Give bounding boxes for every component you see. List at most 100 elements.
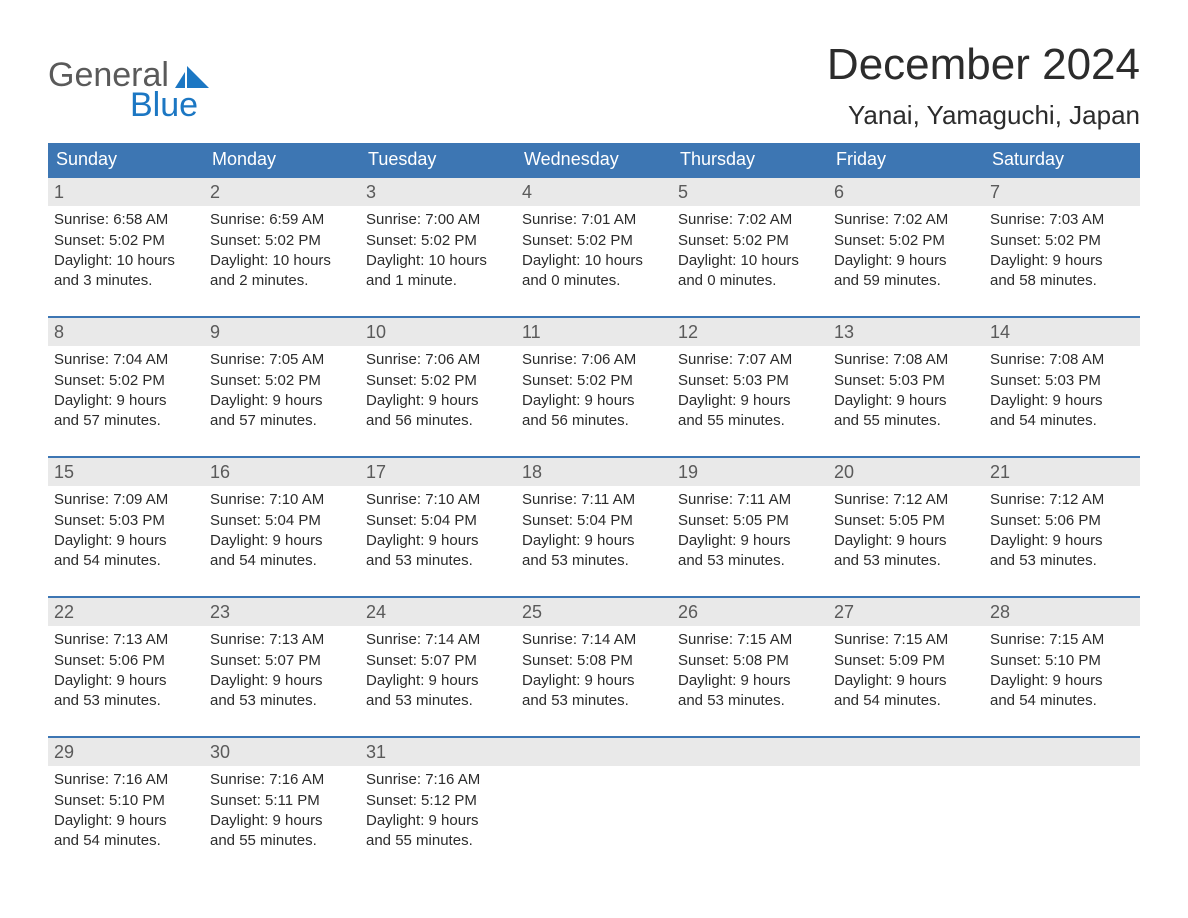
day-dl2: and 53 minutes. — [366, 551, 510, 571]
day-info: Sunrise: 7:08 AMSunset: 5:03 PMDaylight:… — [828, 346, 984, 431]
day-number: 6 — [828, 178, 984, 206]
day-info: Sunrise: 7:02 AMSunset: 5:02 PMDaylight:… — [672, 206, 828, 291]
day-info: Sunrise: 7:07 AMSunset: 5:03 PMDaylight:… — [672, 346, 828, 431]
day-cell — [672, 738, 828, 858]
day-number: 9 — [204, 318, 360, 346]
day-dl2: and 53 minutes. — [678, 691, 822, 711]
logo: General Blue — [48, 40, 209, 122]
day-dl2: and 58 minutes. — [990, 271, 1134, 291]
day-number: 12 — [672, 318, 828, 346]
day-sr: Sunrise: 7:15 AM — [834, 630, 978, 650]
day-ss: Sunset: 5:02 PM — [522, 231, 666, 251]
day-info: Sunrise: 7:16 AMSunset: 5:10 PMDaylight:… — [48, 766, 204, 851]
day-number: 26 — [672, 598, 828, 626]
weekday-header: Wednesday — [516, 143, 672, 176]
day-info: Sunrise: 7:11 AMSunset: 5:04 PMDaylight:… — [516, 486, 672, 571]
week-row: 22Sunrise: 7:13 AMSunset: 5:06 PMDayligh… — [48, 596, 1140, 718]
day-cell: 31Sunrise: 7:16 AMSunset: 5:12 PMDayligh… — [360, 738, 516, 858]
day-sr: Sunrise: 7:02 AM — [834, 210, 978, 230]
day-info: Sunrise: 7:11 AMSunset: 5:05 PMDaylight:… — [672, 486, 828, 571]
day-cell: 24Sunrise: 7:14 AMSunset: 5:07 PMDayligh… — [360, 598, 516, 718]
day-info: Sunrise: 7:14 AMSunset: 5:08 PMDaylight:… — [516, 626, 672, 711]
day-dl1: Daylight: 9 hours — [834, 671, 978, 691]
day-number: 23 — [204, 598, 360, 626]
day-dl1: Daylight: 10 hours — [522, 251, 666, 271]
day-dl1: Daylight: 9 hours — [366, 811, 510, 831]
day-sr: Sunrise: 7:16 AM — [210, 770, 354, 790]
day-ss: Sunset: 5:04 PM — [210, 511, 354, 531]
day-sr: Sunrise: 6:59 AM — [210, 210, 354, 230]
day-ss: Sunset: 5:08 PM — [522, 651, 666, 671]
page-title: December 2024 — [827, 40, 1140, 90]
day-dl2: and 54 minutes. — [54, 551, 198, 571]
day-number: 25 — [516, 598, 672, 626]
day-number: 5 — [672, 178, 828, 206]
day-cell: 15Sunrise: 7:09 AMSunset: 5:03 PMDayligh… — [48, 458, 204, 578]
weekday-header: Monday — [204, 143, 360, 176]
day-ss: Sunset: 5:11 PM — [210, 791, 354, 811]
week-row: 8Sunrise: 7:04 AMSunset: 5:02 PMDaylight… — [48, 316, 1140, 438]
day-dl1: Daylight: 9 hours — [366, 531, 510, 551]
day-dl1: Daylight: 9 hours — [210, 391, 354, 411]
day-sr: Sunrise: 7:08 AM — [834, 350, 978, 370]
day-ss: Sunset: 5:02 PM — [834, 231, 978, 251]
day-ss: Sunset: 5:09 PM — [834, 651, 978, 671]
day-info: Sunrise: 7:00 AMSunset: 5:02 PMDaylight:… — [360, 206, 516, 291]
day-info: Sunrise: 7:05 AMSunset: 5:02 PMDaylight:… — [204, 346, 360, 431]
day-cell: 6 Sunrise: 7:02 AMSunset: 5:02 PMDaylight… — [828, 178, 984, 298]
day-sr: Sunrise: 7:12 AM — [990, 490, 1134, 510]
day-dl1: Daylight: 9 hours — [834, 391, 978, 411]
day-cell: 19Sunrise: 7:11 AMSunset: 5:05 PMDayligh… — [672, 458, 828, 578]
day-info: Sunrise: 7:10 AMSunset: 5:04 PMDaylight:… — [204, 486, 360, 571]
day-number: 19 — [672, 458, 828, 486]
day-dl2: and 53 minutes. — [834, 551, 978, 571]
day-ss: Sunset: 5:12 PM — [366, 791, 510, 811]
day-dl1: Daylight: 9 hours — [678, 531, 822, 551]
day-number: 13 — [828, 318, 984, 346]
day-cell: 17Sunrise: 7:10 AMSunset: 5:04 PMDayligh… — [360, 458, 516, 578]
day-cell: 20Sunrise: 7:12 AMSunset: 5:05 PMDayligh… — [828, 458, 984, 578]
day-number: 3 — [360, 178, 516, 206]
day-dl2: and 3 minutes. — [54, 271, 198, 291]
day-dl1: Daylight: 10 hours — [678, 251, 822, 271]
day-info: Sunrise: 7:15 AMSunset: 5:08 PMDaylight:… — [672, 626, 828, 711]
day-ss: Sunset: 5:04 PM — [366, 511, 510, 531]
day-number: 7 — [984, 178, 1140, 206]
day-info: Sunrise: 7:12 AMSunset: 5:05 PMDaylight:… — [828, 486, 984, 571]
day-info: Sunrise: 7:10 AMSunset: 5:04 PMDaylight:… — [360, 486, 516, 571]
day-cell: 25Sunrise: 7:14 AMSunset: 5:08 PMDayligh… — [516, 598, 672, 718]
day-dl2: and 54 minutes. — [834, 691, 978, 711]
day-cell: 5Sunrise: 7:02 AMSunset: 5:02 PMDaylight… — [672, 178, 828, 298]
day-cell: 26Sunrise: 7:15 AMSunset: 5:08 PMDayligh… — [672, 598, 828, 718]
day-ss: Sunset: 5:02 PM — [54, 231, 198, 251]
day-dl1: Daylight: 9 hours — [54, 531, 198, 551]
day-dl2: and 55 minutes. — [366, 831, 510, 851]
day-number — [672, 738, 828, 766]
day-dl2: and 57 minutes. — [210, 411, 354, 431]
day-ss: Sunset: 5:10 PM — [990, 651, 1134, 671]
day-info: Sunrise: 7:09 AMSunset: 5:03 PMDaylight:… — [48, 486, 204, 571]
day-number: 8 — [48, 318, 204, 346]
day-ss: Sunset: 5:07 PM — [210, 651, 354, 671]
day-dl2: and 2 minutes. — [210, 271, 354, 291]
day-dl2: and 0 minutes. — [678, 271, 822, 291]
day-sr: Sunrise: 7:08 AM — [990, 350, 1134, 370]
day-sr: Sunrise: 7:12 AM — [834, 490, 978, 510]
calendar: Sunday Monday Tuesday Wednesday Thursday… — [48, 143, 1140, 858]
header: General Blue December 2024 Yanai, Yamagu… — [48, 40, 1140, 131]
day-ss: Sunset: 5:05 PM — [834, 511, 978, 531]
day-cell: 3Sunrise: 7:00 AMSunset: 5:02 PMDaylight… — [360, 178, 516, 298]
day-cell: 9Sunrise: 7:05 AMSunset: 5:02 PMDaylight… — [204, 318, 360, 438]
week-row: 15Sunrise: 7:09 AMSunset: 5:03 PMDayligh… — [48, 456, 1140, 578]
day-sr: Sunrise: 7:09 AM — [54, 490, 198, 510]
day-dl1: Daylight: 9 hours — [834, 251, 978, 271]
day-sr: Sunrise: 7:13 AM — [54, 630, 198, 650]
day-dl2: and 53 minutes. — [54, 691, 198, 711]
day-dl1: Daylight: 9 hours — [54, 811, 198, 831]
day-info: Sunrise: 7:14 AMSunset: 5:07 PMDaylight:… — [360, 626, 516, 711]
weekday-header: Tuesday — [360, 143, 516, 176]
day-dl2: and 57 minutes. — [54, 411, 198, 431]
day-ss: Sunset: 5:02 PM — [366, 371, 510, 391]
day-dl1: Daylight: 9 hours — [54, 671, 198, 691]
day-number: 1 — [48, 178, 204, 206]
